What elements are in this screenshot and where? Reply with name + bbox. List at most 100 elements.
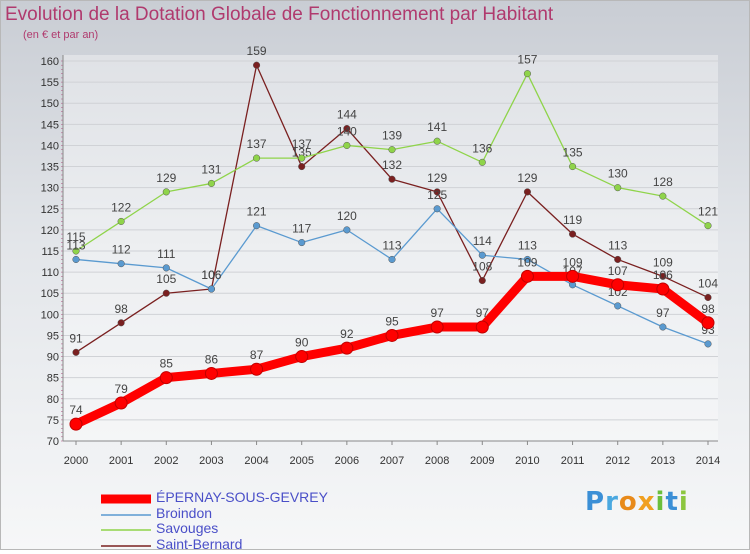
- data-label: 121: [247, 205, 267, 219]
- data-point: [659, 323, 667, 331]
- y-tick-label: 150: [41, 98, 59, 110]
- data-point: [340, 341, 354, 355]
- data-label: 129: [517, 171, 537, 185]
- data-label: 106: [201, 268, 221, 282]
- data-point: [207, 285, 215, 293]
- data-point: [704, 340, 712, 348]
- data-label: 130: [608, 167, 628, 181]
- x-tick-label: 2002: [154, 455, 178, 467]
- data-label: 92: [340, 327, 354, 341]
- y-tick-label: 125: [41, 204, 59, 216]
- data-point: [659, 272, 667, 280]
- x-tick-label: 2011: [561, 455, 585, 467]
- data-point: [159, 371, 173, 385]
- y-tick-label: 80: [47, 394, 59, 406]
- y-tick-label: 90: [47, 352, 59, 364]
- data-point: [343, 125, 351, 133]
- data-point: [614, 302, 622, 310]
- data-point: [659, 192, 667, 200]
- data-point: [614, 255, 622, 263]
- data-label: 91: [69, 331, 83, 345]
- data-point: [72, 247, 80, 255]
- legend-label-epernay: ÉPERNAY-SOUS-GEVREY: [156, 489, 328, 505]
- x-tick-label: 2005: [289, 455, 313, 467]
- data-point: [117, 217, 125, 225]
- data-label: 113: [518, 238, 537, 252]
- data-point: [656, 282, 670, 296]
- data-label: 85: [160, 357, 174, 371]
- x-tick-label: 2012: [605, 455, 629, 467]
- data-label: 106: [653, 268, 673, 282]
- data-label: 98: [701, 302, 715, 316]
- data-label: 131: [201, 162, 221, 176]
- x-tick-label: 2003: [199, 455, 223, 467]
- data-point: [611, 278, 625, 292]
- data-point: [117, 260, 125, 268]
- x-tick-label: 2004: [244, 455, 268, 467]
- data-label: 117: [292, 222, 311, 236]
- data-label: 90: [295, 336, 309, 350]
- data-label: 87: [250, 348, 264, 362]
- data-label: 113: [382, 238, 401, 252]
- data-label: 129: [427, 171, 447, 185]
- legend-swatch-epernay: [101, 494, 151, 504]
- data-label: 98: [114, 302, 128, 316]
- data-label: 136: [472, 141, 492, 155]
- data-label: 109: [517, 255, 537, 269]
- data-point: [388, 146, 396, 154]
- data-point: [162, 289, 170, 297]
- data-label: 137: [292, 137, 312, 151]
- data-point: [475, 320, 489, 334]
- data-label: 135: [563, 146, 583, 160]
- data-point: [478, 158, 486, 166]
- chart-title: Evolution de la Dotation Globale de Fonc…: [5, 4, 554, 25]
- data-point: [433, 188, 441, 196]
- chart-subtitle: (en € et par an): [23, 29, 99, 41]
- y-tick-label: 75: [47, 415, 59, 427]
- series-savouges: 115 122 129 131 137 137 140 139 141 136 157 135 130 1…: [66, 53, 718, 255]
- data-point: [523, 188, 531, 196]
- data-point: [207, 179, 215, 187]
- data-point: [298, 163, 306, 171]
- data-point: [430, 320, 444, 334]
- data-label: 125: [427, 188, 447, 202]
- data-point: [701, 316, 715, 330]
- data-label: 97: [430, 306, 444, 320]
- data-label: 79: [114, 382, 128, 396]
- data-label: 144: [337, 108, 357, 122]
- data-point: [704, 293, 712, 301]
- x-tick-label: 2013: [651, 455, 675, 467]
- y-tick-label: 115: [41, 246, 59, 258]
- data-label: 141: [427, 120, 447, 134]
- data-point: [253, 61, 261, 69]
- data-label: 113: [66, 238, 85, 252]
- y-tick-label: 70: [47, 436, 59, 448]
- data-point: [114, 396, 128, 410]
- y-tick-label: 140: [41, 140, 59, 152]
- data-point: [298, 154, 306, 162]
- x-tick-label: 2008: [425, 455, 449, 467]
- data-point: [433, 205, 441, 213]
- data-point: [478, 251, 486, 259]
- legend-swatch-broindon: [101, 514, 151, 516]
- data-label: 139: [382, 129, 402, 143]
- data-label: 121: [698, 205, 718, 219]
- x-tick-label: 2000: [64, 455, 88, 467]
- data-label: 97: [476, 306, 490, 320]
- data-point: [204, 366, 218, 380]
- data-point: [569, 230, 577, 238]
- data-label: 132: [382, 158, 402, 172]
- data-point: [69, 417, 83, 431]
- legend-label-savouges: Savouges: [156, 520, 219, 536]
- data-point: [72, 348, 80, 356]
- y-tick-label: 160: [41, 56, 59, 68]
- series--pernay-sous-gevrey: 74 79 85 86 87 90 92 95 97 97 109 109 107 106 98: [69, 255, 715, 431]
- data-point: [523, 255, 531, 263]
- data-point: [117, 319, 125, 327]
- data-point: [385, 328, 399, 342]
- x-tick-label: 2007: [380, 455, 404, 467]
- y-tick-label: 145: [41, 119, 59, 131]
- data-label: 106: [201, 268, 221, 282]
- data-point: [704, 222, 712, 230]
- data-label: 113: [608, 238, 627, 252]
